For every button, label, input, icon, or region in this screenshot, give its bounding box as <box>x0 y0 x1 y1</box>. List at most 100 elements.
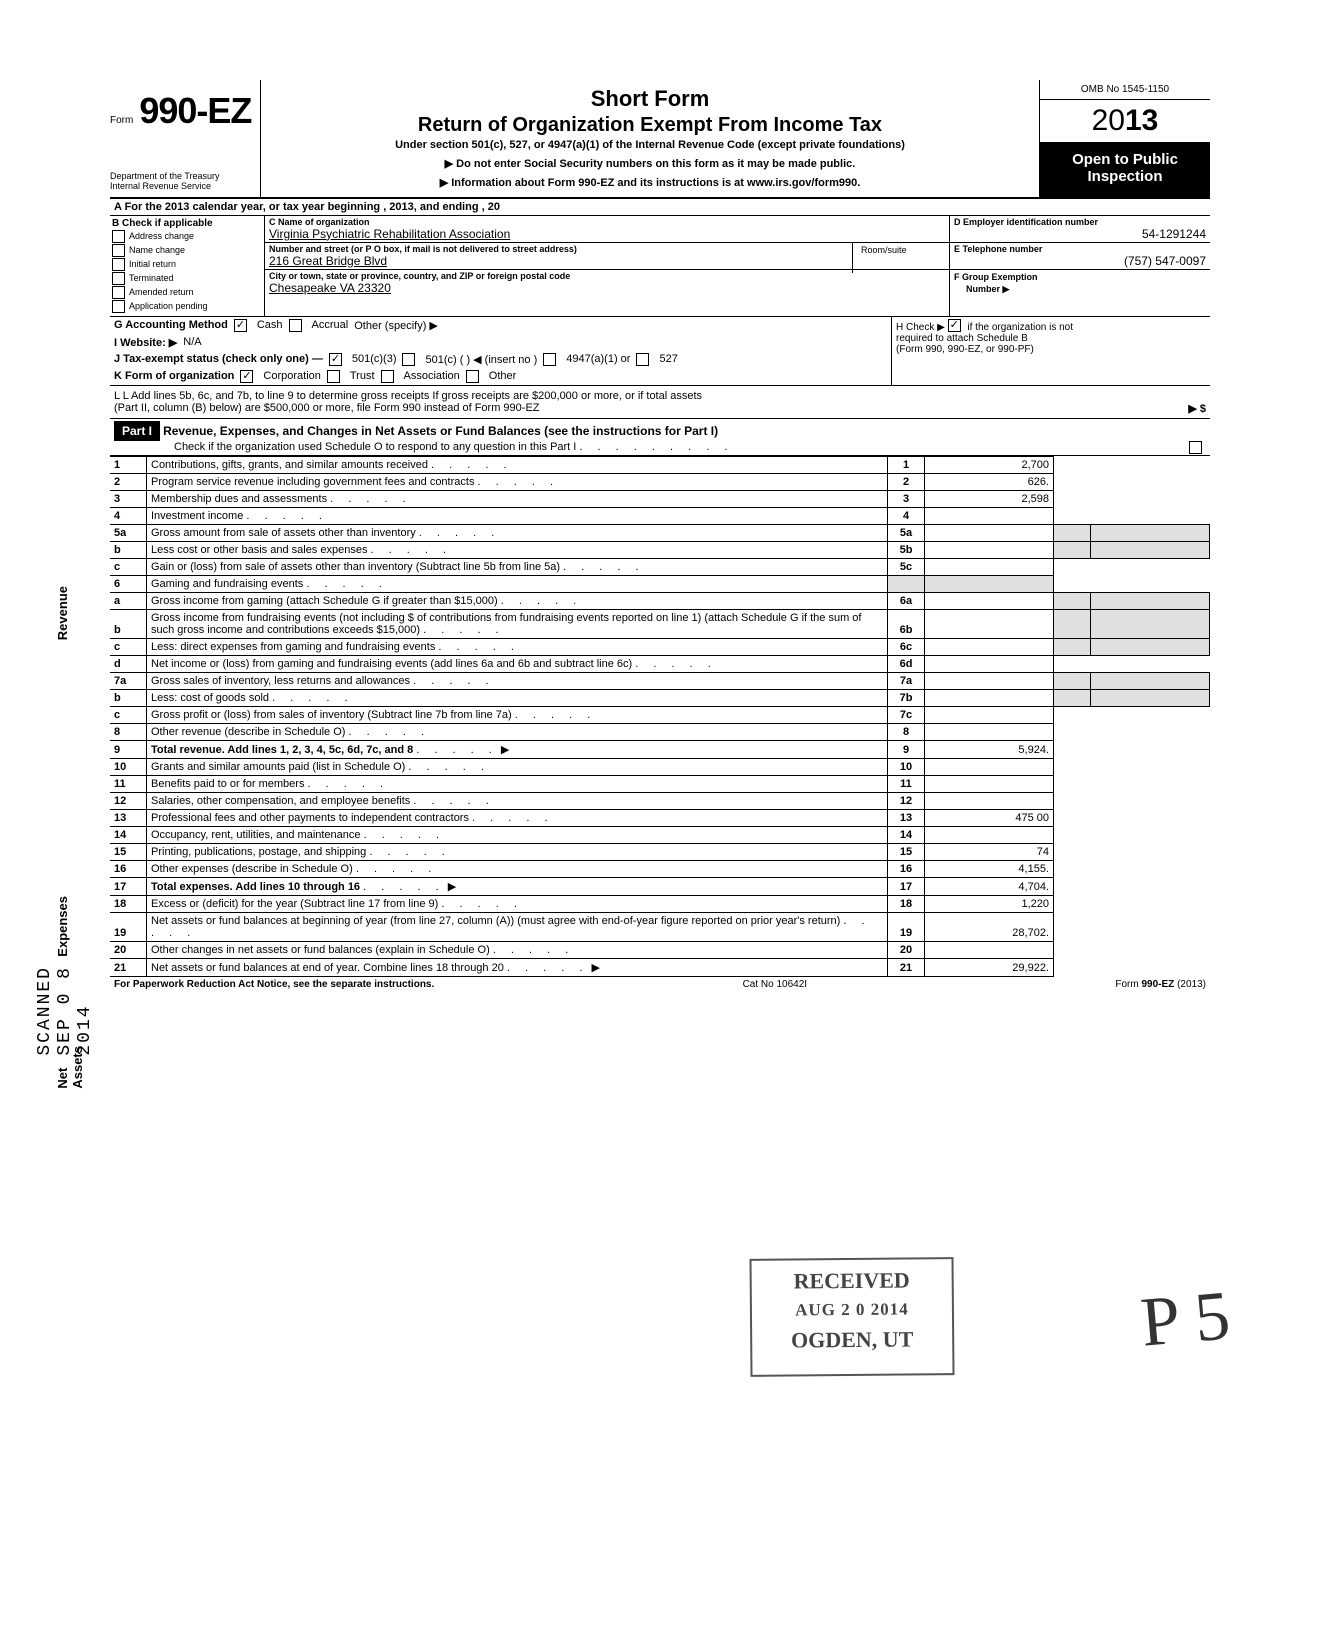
netassets-label: Net Assets <box>55 1046 85 1089</box>
line-10: 10Grants and similar amounts paid (list … <box>110 758 1210 775</box>
checkbox-terminated: Terminated <box>112 272 262 285</box>
ein-value: 54-1291244 <box>954 227 1206 241</box>
row-h: H Check ▶ if the organization is not req… <box>891 317 1210 385</box>
omb-number: OMB No 1545-1150 <box>1040 80 1210 100</box>
col-c-org: C Name of organization Virginia Psychiat… <box>265 216 950 316</box>
line-7a: 7aGross sales of inventory, less returns… <box>110 672 1210 689</box>
row-a-tax-year: A For the 2013 calendar year, or tax yea… <box>110 199 1210 216</box>
line-14: 14Occupancy, rent, utilities, and mainte… <box>110 826 1210 843</box>
under-section: Under section 501(c), 527, or 4947(a)(1)… <box>271 139 1029 151</box>
line-20: 20Other changes in net assets or fund ba… <box>110 941 1210 958</box>
line-19: 19Net assets or fund balances at beginni… <box>110 912 1210 941</box>
line-1: 1Contributions, gifts, grants, and simil… <box>110 456 1210 473</box>
checkbox-application-pending: Application pending <box>112 300 262 313</box>
org-street: 216 Great Bridge Blvd <box>269 254 945 268</box>
paperwork-notice: For Paperwork Reduction Act Notice, see … <box>114 979 434 990</box>
form-number-box: Form 990-EZ Department of the Treasury I… <box>110 80 261 197</box>
line-13: 13Professional fees and other payments t… <box>110 809 1210 826</box>
checkbox-icon[interactable] <box>112 258 125 271</box>
part1-checkbox[interactable] <box>1189 441 1202 454</box>
expenses-label: Expenses <box>55 896 70 957</box>
line-b: bLess: cost of goods sold . . . . .7b <box>110 689 1210 706</box>
cash-checkbox[interactable] <box>234 319 247 332</box>
line-4: 4Investment income . . . . .4 <box>110 507 1210 524</box>
line-b: bGross income from fundraising events (n… <box>110 609 1210 638</box>
line-8: 8Other revenue (describe in Schedule O) … <box>110 723 1210 740</box>
header-right: OMB No 1545-1150 2013 Open to Public Ins… <box>1040 80 1210 197</box>
line-d: dNet income or (loss) from gaming and fu… <box>110 655 1210 672</box>
row-j-label: J Tax-exempt status (check only one) — <box>114 353 323 365</box>
received-stamp: RECEIVED AUG 2 0 2014 OGDEN, UT <box>749 1257 954 1377</box>
checkbox-icon[interactable] <box>112 272 125 285</box>
org-info-block: B Check if applicable Address changeName… <box>110 216 1210 317</box>
trust-checkbox[interactable] <box>327 370 340 383</box>
scanned-stamp: SCANNED SEP 0 8 2014 <box>35 966 95 1056</box>
line-12: 12Salaries, other compensation, and empl… <box>110 792 1210 809</box>
city-label: City or town, state or province, country… <box>269 271 945 281</box>
checkbox-icon[interactable] <box>112 300 125 313</box>
form-number: 990-EZ <box>139 90 251 132</box>
checkbox-initial-return: Initial return <box>112 258 262 271</box>
form-word: Form <box>110 115 133 126</box>
line-5a: 5aGross amount from sale of assets other… <box>110 524 1210 541</box>
row-k-label: K Form of organization <box>114 370 234 382</box>
checkbox-amended-return: Amended return <box>112 286 262 299</box>
org-name: Virginia Psychiatric Rehabilitation Asso… <box>269 227 945 241</box>
phone-label: E Telephone number <box>954 244 1206 254</box>
h-checkbox[interactable] <box>948 319 961 332</box>
line-a: aGross income from gaming (attach Schedu… <box>110 592 1210 609</box>
checkbox-name-change: Name change <box>112 244 262 257</box>
form-header: Form 990-EZ Department of the Treasury I… <box>110 80 1210 199</box>
line-16: 16Other expenses (describe in Schedule O… <box>110 860 1210 877</box>
line-11: 11Benefits paid to or for members . . . … <box>110 775 1210 792</box>
corp-checkbox[interactable] <box>240 370 253 383</box>
room-label: Room/suite <box>852 243 949 273</box>
name-label: C Name of organization <box>269 217 945 227</box>
line-c: cGross profit or (loss) from sales of in… <box>110 706 1210 723</box>
main-title: Return of Organization Exempt From Incom… <box>271 114 1029 137</box>
501c3-checkbox[interactable] <box>329 353 342 366</box>
line-18: 18Excess or (deficit) for the year (Subt… <box>110 895 1210 912</box>
line-15: 15Printing, publications, postage, and s… <box>110 843 1210 860</box>
ein-label: D Employer identification number <box>954 217 1206 227</box>
cat-no: Cat No 10642I <box>743 979 808 990</box>
501c-checkbox[interactable] <box>402 353 415 366</box>
other-checkbox[interactable] <box>466 370 479 383</box>
revenue-label: Revenue <box>55 586 70 640</box>
group-exempt-label: F Group Exemption <box>954 272 1038 282</box>
tax-year: 2013 <box>1040 100 1210 143</box>
col-b-checkboxes: B Check if applicable Address changeName… <box>110 216 265 316</box>
line-21: 21Net assets or fund balances at end of … <box>110 958 1210 976</box>
line-b: bLess cost or other basis and sales expe… <box>110 541 1210 558</box>
group-exempt-num: Number ▶ <box>966 284 1009 294</box>
website-value: N/A <box>183 336 201 348</box>
row-g-label: G Accounting Method <box>114 319 228 331</box>
dept-line2: Internal Revenue Service <box>110 182 260 192</box>
short-form-title: Short Form <box>271 86 1029 112</box>
handwritten-initial: P 5 <box>1138 1276 1233 1363</box>
org-city: Chesapeake VA 23320 <box>269 281 945 295</box>
assoc-checkbox[interactable] <box>381 370 394 383</box>
form-ref: Form 990-EZ (2013) <box>1115 979 1206 990</box>
open-public: Open to Public Inspection <box>1040 143 1210 197</box>
line-3: 3Membership dues and assessments . . . .… <box>110 490 1210 507</box>
row-l: L L Add lines 5b, 6c, and 7b, to line 9 … <box>110 386 1210 419</box>
row-i-label: I Website: ▶ <box>114 336 177 349</box>
checkbox-icon[interactable] <box>112 286 125 299</box>
4947-checkbox[interactable] <box>543 353 556 366</box>
lines-table: 1Contributions, gifts, grants, and simil… <box>110 456 1210 977</box>
street-label: Number and street (or P O box, if mail i… <box>269 244 945 254</box>
checkbox-icon[interactable] <box>112 230 125 243</box>
checkbox-icon[interactable] <box>112 244 125 257</box>
line-c: cLess: direct expenses from gaming and f… <box>110 638 1210 655</box>
checkbox-address-change: Address change <box>112 230 262 243</box>
line-9: 9Total revenue. Add lines 1, 2, 3, 4, 5c… <box>110 740 1210 758</box>
line-2: 2Program service revenue including gover… <box>110 473 1210 490</box>
phone-value: (757) 547-0097 <box>954 254 1206 268</box>
line-17: 17Total expenses. Add lines 10 through 1… <box>110 877 1210 895</box>
line-6: 6Gaming and fundraising events . . . . . <box>110 575 1210 592</box>
527-checkbox[interactable] <box>636 353 649 366</box>
footer: For Paperwork Reduction Act Notice, see … <box>110 977 1210 992</box>
line-c: cGain or (loss) from sale of assets othe… <box>110 558 1210 575</box>
accrual-checkbox[interactable] <box>289 319 302 332</box>
